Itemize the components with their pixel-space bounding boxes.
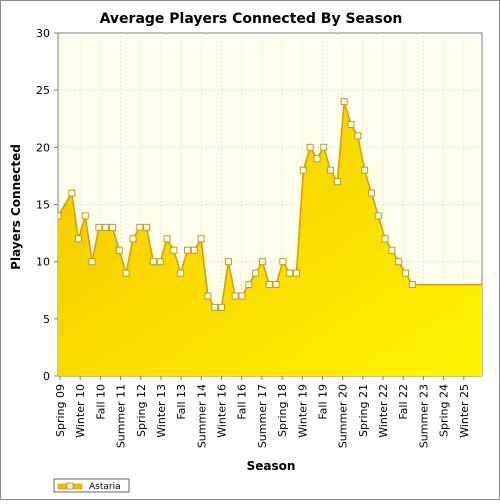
x-tick-label: Fall 22 [397, 384, 410, 420]
data-point [95, 223, 103, 231]
data-point [183, 246, 191, 254]
data-point [252, 269, 260, 277]
x-tick-label: Fall 10 [94, 384, 107, 420]
y-tick-label: 0 [43, 370, 50, 383]
data-point [381, 235, 389, 243]
data-point [156, 258, 164, 266]
data-point [218, 303, 226, 311]
x-tick-label: Winter 10 [74, 384, 87, 438]
x-tick-label: Winter 19 [296, 384, 309, 438]
x-tick-label: Fall 19 [316, 384, 329, 420]
x-axis: Spring 09 Winter 10 Fall 10 Summer 11 Spring… [54, 376, 471, 448]
data-point [388, 246, 396, 254]
data-point [68, 189, 76, 197]
data-point [279, 258, 287, 266]
legend: Astaria [53, 478, 130, 493]
x-tick-label: Winter 25 [458, 384, 471, 438]
x-tick-label: Summer 11 [115, 384, 128, 448]
x-tick-label: Spring 18 [276, 384, 289, 437]
data-point [395, 258, 403, 266]
x-tick-label: Summer 17 [256, 384, 269, 448]
x-tick-label: Spring 09 [54, 384, 67, 437]
series-markers [58, 98, 416, 311]
y-tick-label: 30 [36, 27, 50, 40]
data-point [204, 292, 212, 300]
data-point [149, 258, 157, 266]
data-point [402, 269, 410, 277]
data-point [177, 269, 185, 277]
data-point [115, 246, 123, 254]
data-point [265, 281, 273, 289]
data-point [286, 269, 294, 277]
data-point [258, 258, 266, 266]
x-axis-label: Season [247, 459, 296, 473]
legend-marker [66, 482, 74, 490]
y-tick-label: 20 [36, 141, 50, 154]
data-point [333, 178, 341, 186]
data-point [320, 143, 328, 151]
data-point [299, 166, 307, 174]
data-point [58, 212, 62, 220]
y-tick-label: 10 [36, 256, 50, 269]
x-tick-label: Summer 23 [417, 384, 430, 448]
x-tick-label: Summer 14 [195, 384, 208, 448]
data-point [340, 98, 348, 106]
data-point [408, 281, 416, 289]
data-point [143, 223, 151, 231]
chart-title: Average Players Connected By Season [100, 11, 403, 27]
data-point [81, 212, 89, 220]
data-point [327, 166, 335, 174]
data-point [197, 235, 205, 243]
data-point [211, 303, 219, 311]
y-tick-label: 5 [43, 313, 50, 326]
data-point [224, 258, 232, 266]
data-point [238, 292, 246, 300]
data-point [74, 235, 82, 243]
data-point [245, 281, 253, 289]
x-tick-label: Spring 24 [438, 384, 451, 437]
data-point [136, 223, 144, 231]
data-point [109, 223, 117, 231]
x-tick-label: Winter 16 [216, 384, 229, 438]
y-tick-label: 25 [36, 84, 50, 97]
series-area-fill [58, 101, 482, 376]
data-point [129, 235, 137, 243]
x-tick-label: Fall 16 [236, 384, 249, 420]
data-point [122, 269, 130, 277]
data-point [293, 269, 300, 277]
y-axis-label: Players Connected [9, 144, 23, 270]
data-point [190, 246, 198, 254]
data-point [102, 223, 110, 231]
x-tick-label: Winter 13 [155, 384, 168, 438]
data-point [306, 143, 314, 151]
data-point [367, 189, 375, 197]
data-point [374, 212, 382, 220]
data-point [163, 235, 171, 243]
data-point [347, 120, 355, 128]
y-axis: 0 5 10 15 20 25 30 [36, 27, 58, 383]
data-point [313, 155, 321, 163]
data-point [88, 258, 96, 266]
x-tick-label: Fall 13 [175, 384, 188, 420]
data-point [354, 132, 362, 140]
data-point [231, 292, 239, 300]
x-tick-label: Summer 20 [337, 384, 350, 448]
x-tick-label: Spring 12 [135, 384, 148, 437]
legend-label: Astaria [89, 482, 121, 492]
y-tick-label: 15 [36, 199, 50, 212]
x-tick-label: Spring 21 [357, 384, 370, 437]
data-point [272, 281, 280, 289]
data-point [170, 246, 178, 254]
x-tick-label: Winter 22 [377, 384, 390, 438]
data-point [361, 166, 369, 174]
